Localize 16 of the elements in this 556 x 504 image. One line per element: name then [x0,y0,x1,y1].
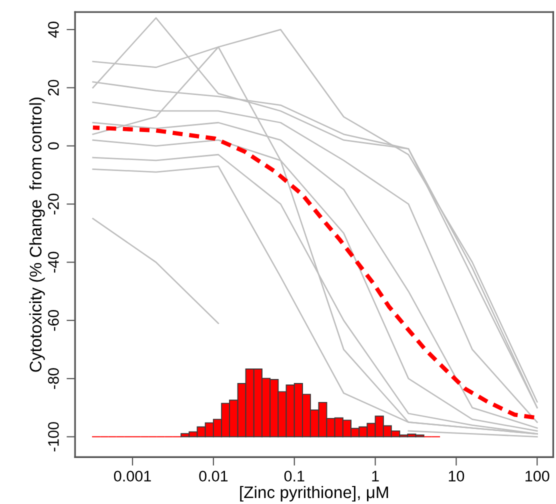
x-tick-label: 0.001 [114,470,151,482]
y-axis-title: Cytotoxicity (% Change from control) [29,98,45,372]
x-tick-label: 10 [448,470,464,482]
y-tick-label: -20 [48,194,59,214]
x-tick-label: 0.1 [284,470,304,482]
y-tick-label: -60 [48,310,59,331]
y-tick-label: 0 [48,142,59,150]
y-tick-label: 20 [48,80,59,96]
y-tick-label: -100 [48,422,59,452]
x-tick-label: 0.01 [199,470,228,482]
x-tick-label: 1 [372,470,379,482]
x-axis-title: [Zinc pyrithione], μM [240,486,388,502]
x-tick-label: 100 [526,470,550,482]
y-tick-label: 40 [48,22,59,38]
y-tick-label: -80 [48,368,59,389]
y-tick-label: -40 [48,252,59,273]
